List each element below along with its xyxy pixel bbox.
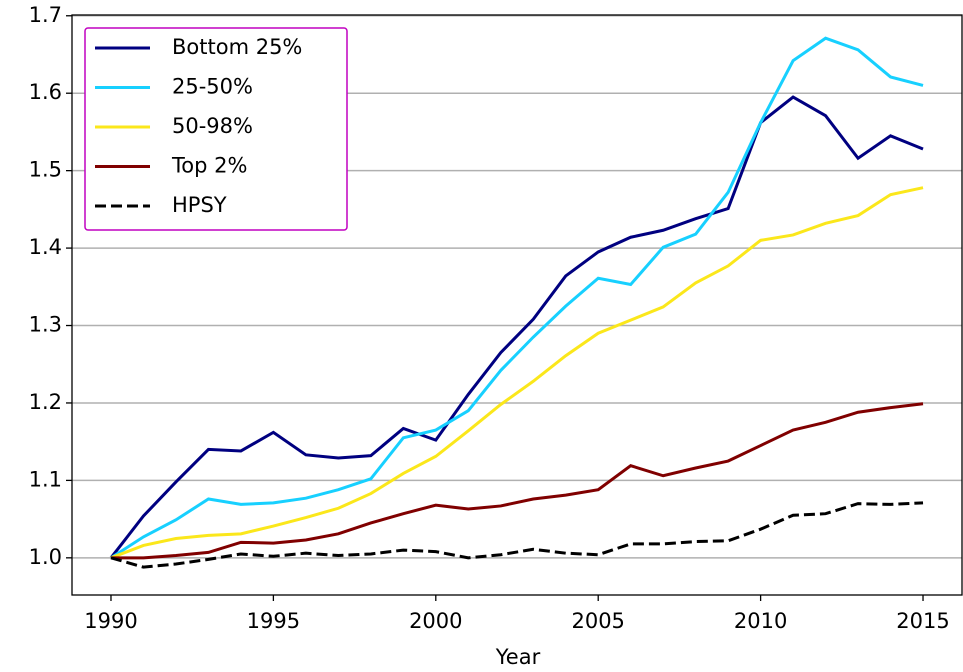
series-line bbox=[110, 36, 924, 560]
x-axis-label: Year bbox=[495, 645, 541, 669]
x-tick-label: 2000 bbox=[409, 609, 462, 633]
series-line bbox=[110, 501, 924, 569]
legend-label: Bottom 25% bbox=[172, 35, 302, 59]
legend-label: HPSY bbox=[172, 193, 227, 217]
y-tick-label: 1.0 bbox=[29, 545, 62, 569]
x-tick-label: 2015 bbox=[896, 609, 949, 633]
legend-label: Top 2% bbox=[171, 154, 247, 178]
x-tick-label: 2005 bbox=[571, 609, 624, 633]
y-tick-label: 1.7 bbox=[29, 3, 62, 27]
x-tick-label: 1990 bbox=[84, 609, 137, 633]
x-tick-label: 1995 bbox=[247, 609, 300, 633]
legend-label: 50-98% bbox=[172, 114, 253, 138]
y-tick-label: 1.6 bbox=[29, 80, 62, 104]
series-line bbox=[109, 95, 924, 559]
y-tick-label: 1.2 bbox=[29, 390, 62, 414]
plot-frame bbox=[71, 14, 963, 596]
legend-label: 25-50% bbox=[172, 75, 253, 99]
legend-box bbox=[84, 27, 348, 231]
y-tick-label: 1.4 bbox=[29, 235, 62, 259]
series-line bbox=[110, 186, 924, 560]
y-tick-label: 1.5 bbox=[29, 158, 62, 182]
series-line bbox=[110, 402, 924, 560]
x-tick-label: 2010 bbox=[734, 609, 787, 633]
y-tick-label: 1.3 bbox=[29, 313, 62, 337]
y-tick-label: 1.1 bbox=[29, 467, 62, 491]
